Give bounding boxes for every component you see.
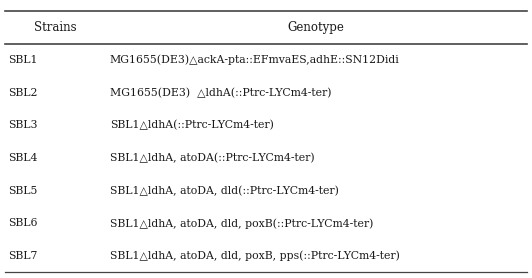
Text: MG1655(DE3)△ackA-pta::EFmvaES,adhE::SN12Didi: MG1655(DE3)△ackA-pta::EFmvaES,adhE::SN12… bbox=[110, 55, 400, 65]
Text: Strains: Strains bbox=[34, 21, 76, 34]
Text: Genotype: Genotype bbox=[287, 21, 344, 34]
Text: SBL1: SBL1 bbox=[8, 55, 37, 65]
Text: SBL7: SBL7 bbox=[8, 251, 37, 261]
Text: SBL1△ldhA, atoDA(::Ptrc-LYCm4-ter): SBL1△ldhA, atoDA(::Ptrc-LYCm4-ter) bbox=[110, 153, 314, 163]
Text: SBL5: SBL5 bbox=[8, 186, 37, 196]
Text: SBL1△ldhA, atoDA, dld, poxB, pps(::Ptrc-LYCm4-ter): SBL1△ldhA, atoDA, dld, poxB, pps(::Ptrc-… bbox=[110, 251, 400, 261]
Text: MG1655(DE3)  △ldhA(::Ptrc-LYCm4-ter): MG1655(DE3) △ldhA(::Ptrc-LYCm4-ter) bbox=[110, 88, 331, 98]
Text: SBL6: SBL6 bbox=[8, 219, 37, 229]
Text: SBL1△ldhA, atoDA, dld(::Ptrc-LYCm4-ter): SBL1△ldhA, atoDA, dld(::Ptrc-LYCm4-ter) bbox=[110, 186, 338, 196]
Text: SBL2: SBL2 bbox=[8, 88, 37, 98]
Text: SBL1△ldhA, atoDA, dld, poxB(::Ptrc-LYCm4-ter): SBL1△ldhA, atoDA, dld, poxB(::Ptrc-LYCm4… bbox=[110, 218, 373, 229]
Text: SBL4: SBL4 bbox=[8, 153, 37, 163]
Text: SBL1△ldhA(::Ptrc-LYCm4-ter): SBL1△ldhA(::Ptrc-LYCm4-ter) bbox=[110, 120, 273, 131]
Text: SBL3: SBL3 bbox=[8, 120, 37, 130]
